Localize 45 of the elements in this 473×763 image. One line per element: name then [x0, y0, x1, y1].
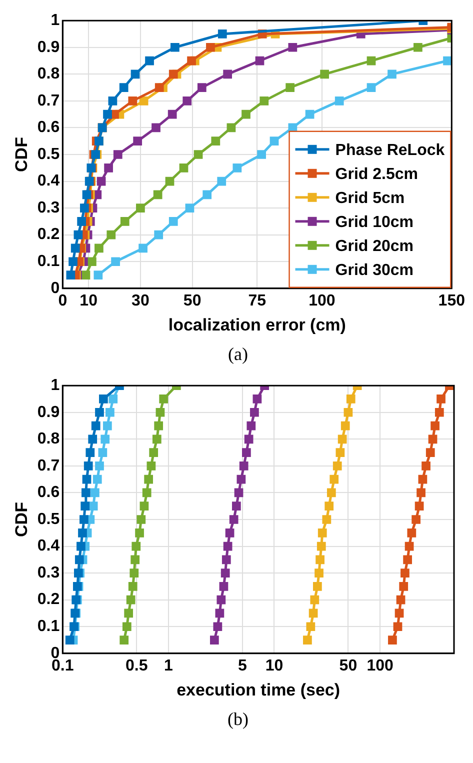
y-tick-label: 0.9 — [37, 38, 60, 56]
y-tick-label: 0.4 — [37, 538, 60, 555]
y-tick-label: 0.3 — [37, 564, 60, 582]
y-tick-label: 0.7 — [37, 457, 60, 474]
y-tick-label: 0.4 — [37, 172, 60, 190]
x-tick-label: 75 — [248, 292, 266, 310]
x-tick-label: 30 — [132, 292, 150, 310]
legend-label: Grid 10cm — [335, 214, 414, 231]
x-tick-label: 150 — [438, 292, 466, 310]
y-tick-label: 0.2 — [37, 591, 60, 608]
legend-label: Phase ReLock — [335, 142, 445, 159]
x-tick-label: 5 — [238, 657, 247, 674]
y-tick-label: 0.8 — [37, 430, 60, 448]
legend-label: Grid 30cm — [335, 262, 414, 279]
y-tick-label: 0.1 — [37, 618, 60, 636]
legend-label: Grid 5cm — [335, 190, 405, 207]
y-tick-label: 0.9 — [37, 404, 60, 421]
y-axis-title: CDF — [12, 502, 31, 537]
y-tick-label: 0.6 — [37, 484, 60, 502]
y-tick-label: 1 — [50, 377, 60, 394]
x-tick-label: 100 — [308, 292, 336, 310]
y-tick-label: 0.7 — [37, 92, 60, 110]
x-axis-title: execution time (sec) — [176, 680, 340, 700]
text: (b) — [226, 709, 250, 730]
legend-label: Grid 2.5cm — [335, 166, 418, 183]
y-axis-title: CDF — [12, 137, 31, 172]
x-tick-label: 0.5 — [125, 657, 148, 674]
legend-label: Grid 20cm — [335, 238, 414, 255]
x-tick-label: 1 — [164, 657, 173, 674]
text: (a) — [227, 344, 249, 365]
y-tick-label: 1 — [50, 12, 60, 30]
x-tick-label: 10 — [80, 292, 98, 310]
y-tick-label: 0.5 — [37, 146, 60, 163]
y-tick-label: 0 — [50, 280, 60, 297]
x-tick-label: 10 — [265, 657, 284, 674]
y-tick-label: 0.1 — [37, 253, 60, 270]
y-tick-label: 0.8 — [37, 66, 60, 83]
x-tick-label: 100 — [366, 657, 394, 674]
y-tick-label: 0.2 — [37, 226, 60, 244]
x-axis-title: localization error (cm) — [168, 315, 346, 334]
x-tick-label: 50 — [183, 292, 202, 310]
y-tick-label: 0.3 — [37, 199, 60, 216]
x-tick-label: 50 — [339, 657, 358, 674]
y-tick-label: 0.5 — [37, 510, 60, 528]
y-tick-label: 0.6 — [37, 119, 60, 136]
